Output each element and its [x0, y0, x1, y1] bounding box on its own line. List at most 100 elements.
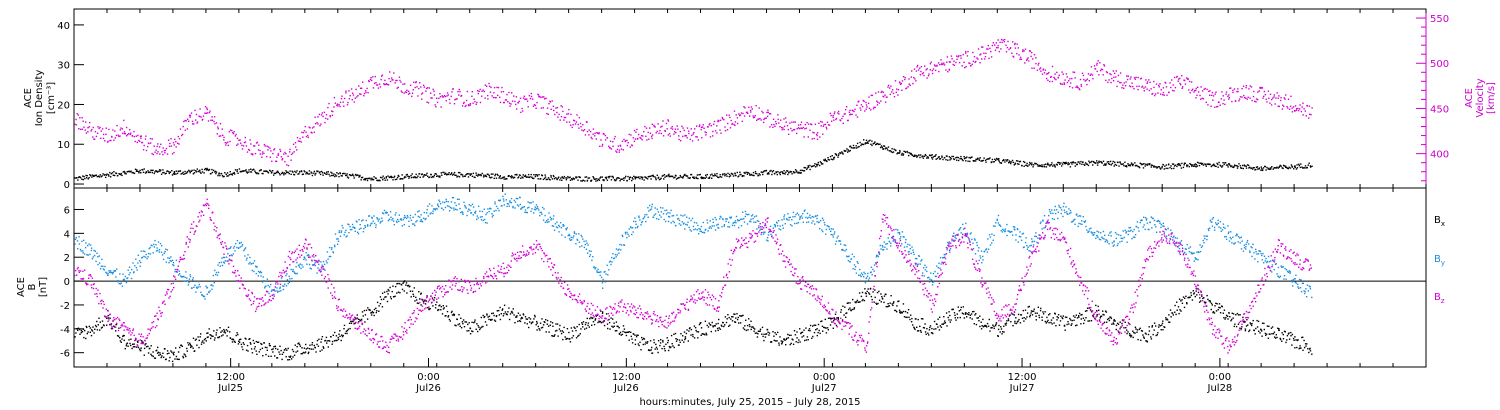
- data-point-black: [608, 177, 610, 179]
- data-point-black: [324, 172, 326, 174]
- data-point-magenta: [952, 63, 954, 66]
- data-point-magenta: [826, 121, 829, 123]
- data-point-magenta: [329, 115, 331, 118]
- data-point-magenta: [690, 128, 692, 130]
- data-point-magenta: [806, 121, 808, 124]
- data-point-magenta: [1158, 86, 1160, 88]
- data-point-magenta: [931, 69, 934, 72]
- data-point-Bx: [593, 323, 596, 326]
- data-point-magenta: [661, 125, 663, 127]
- data-point-black: [212, 169, 215, 172]
- data-point-black: [162, 169, 164, 171]
- data-point-Bx: [321, 349, 323, 351]
- data-point-black: [1147, 163, 1149, 165]
- data-point-magenta: [125, 135, 128, 137]
- data-point-Bx: [83, 336, 85, 339]
- data-point-magenta: [185, 120, 187, 122]
- data-point-Bx: [207, 332, 209, 334]
- data-point-black: [744, 172, 746, 175]
- data-point-Bx: [512, 308, 514, 310]
- data-point-Bx: [980, 328, 983, 330]
- data-point-magenta: [522, 110, 524, 112]
- data-point-Bx: [491, 318, 493, 321]
- data-point-magenta: [907, 86, 909, 88]
- data-point-magenta: [1054, 78, 1056, 80]
- data-point-magenta: [1071, 77, 1073, 80]
- data-point-Bx: [541, 318, 543, 320]
- data-point-magenta: [695, 136, 697, 138]
- data-point-magenta: [1269, 93, 1272, 95]
- data-point-black: [855, 145, 857, 147]
- data-point-magenta: [1181, 75, 1183, 77]
- data-point-magenta: [1146, 88, 1148, 90]
- data-point-Bx: [915, 318, 917, 320]
- data-point-black: [856, 147, 858, 149]
- data-point-magenta: [1137, 76, 1139, 79]
- data-point-black: [1255, 166, 1258, 168]
- data-point-black: [105, 174, 108, 176]
- data-point-Bx: [1031, 310, 1034, 313]
- data-point-magenta: [1212, 99, 1214, 101]
- data-point-magenta: [1123, 82, 1125, 84]
- data-point-Bx: [778, 342, 780, 344]
- data-point-magenta: [336, 103, 339, 105]
- data-point-magenta: [352, 94, 355, 96]
- data-point-magenta: [489, 91, 492, 93]
- data-point-magenta: [1022, 50, 1024, 53]
- data-point-Bx: [958, 310, 960, 312]
- data-point-magenta: [905, 87, 908, 89]
- data-point-black: [549, 179, 551, 181]
- data-point-black: [736, 171, 738, 174]
- data-point-Bx: [635, 336, 638, 338]
- data-point-Bx: [368, 308, 371, 311]
- data-point-magenta: [211, 119, 214, 121]
- data-point-Bx: [667, 349, 670, 352]
- data-point-black: [631, 179, 633, 182]
- data-point-magenta: [254, 145, 256, 147]
- data-point-black: [511, 175, 513, 177]
- data-point-Bx: [1150, 336, 1152, 338]
- data-point-Bx: [824, 318, 826, 321]
- data-point-magenta: [767, 109, 769, 111]
- data-point-black: [1108, 161, 1110, 163]
- data-point-black: [173, 172, 176, 174]
- data-point-Bx: [923, 327, 926, 329]
- data-point-Bx: [1213, 312, 1216, 314]
- data-point-Bx: [1128, 323, 1130, 325]
- data-point-Bx: [502, 308, 504, 310]
- data-point-black: [142, 171, 145, 173]
- data-point-Bx: [1212, 311, 1215, 313]
- data-point-magenta: [778, 122, 780, 124]
- data-point-Bx: [1161, 324, 1163, 326]
- data-point-black: [459, 172, 461, 174]
- data-point-Bx: [109, 317, 111, 319]
- data-point-black: [695, 176, 697, 178]
- data-point-black: [1278, 165, 1281, 168]
- data-point-Bx: [88, 325, 90, 328]
- data-point-black: [1059, 163, 1061, 165]
- data-point-black: [1308, 162, 1310, 164]
- data-point-magenta: [1141, 86, 1143, 88]
- data-point-magenta: [417, 95, 419, 97]
- data-point-Bx: [1146, 340, 1148, 342]
- data-point-magenta: [1233, 88, 1236, 90]
- data-point-magenta: [385, 83, 388, 85]
- data-point-Bx: [894, 309, 896, 312]
- data-point-Bx: [617, 325, 619, 328]
- data-point-magenta: [158, 146, 161, 148]
- data-point-black: [96, 175, 98, 178]
- data-point-Bx: [896, 305, 898, 307]
- data-point-Bx: [703, 333, 705, 335]
- data-point-black: [676, 177, 679, 179]
- data-point-magenta: [1276, 92, 1278, 94]
- data-point-black: [357, 174, 359, 176]
- data-point-black: [97, 175, 100, 177]
- data-point-Bx: [514, 322, 516, 324]
- data-point-magenta: [845, 106, 848, 108]
- data-point-magenta: [1061, 83, 1064, 85]
- data-point-magenta: [802, 126, 805, 129]
- data-point-magenta: [633, 129, 636, 132]
- data-point-magenta: [837, 112, 839, 114]
- data-point-black: [1236, 165, 1238, 167]
- data-point-magenta: [667, 119, 669, 121]
